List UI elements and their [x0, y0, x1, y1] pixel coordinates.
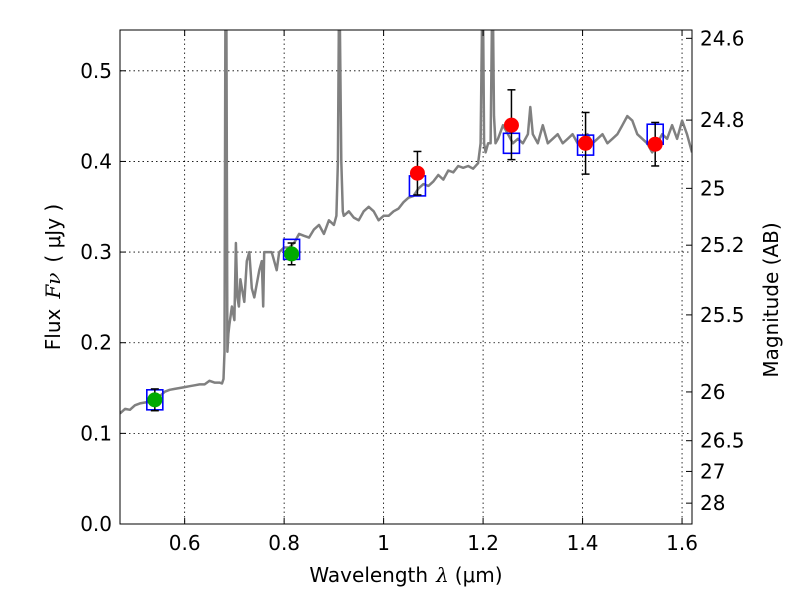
- observation-point: [647, 136, 663, 152]
- y-axis-label: Flux Fν ( μJy ): [41, 204, 65, 350]
- y-tick-label: 0.2: [80, 331, 112, 355]
- axis-ticks: 0.6 0.8 1 1.2 1.4 1.6 0.0 0.1 0.2 0.3 0.4 0.5 24.6 24…: [80, 26, 744, 555]
- observation-point: [284, 246, 300, 262]
- x-tick-label: 0.6: [169, 531, 201, 555]
- y-tick-label: 0.4: [80, 149, 112, 173]
- y-tick-label: 0.5: [80, 59, 112, 83]
- observation-point: [503, 117, 519, 133]
- model-spectrum-line: [120, 30, 692, 415]
- magnitude-tick-label: 26.5: [700, 429, 745, 453]
- observation-point: [147, 392, 163, 408]
- magnitude-tick-label: 25.2: [700, 233, 745, 257]
- x-tick-label: 1.2: [467, 531, 499, 555]
- plot-area: [120, 30, 692, 415]
- magnitude-tick-label: 24.8: [700, 108, 745, 132]
- y-axis-label-unit: ( μJy ): [41, 204, 65, 263]
- x-tick-label: 1: [377, 531, 390, 555]
- magnitude-tick-label: 25: [700, 176, 725, 200]
- observation-point: [409, 165, 425, 181]
- y-tick-label: 0.0: [80, 512, 112, 536]
- observation-point: [578, 135, 594, 151]
- x-axis-label: Wavelength λ (μm): [309, 563, 502, 587]
- magnitude-axis-label: Magnitude (AB): [759, 222, 783, 377]
- x-axis-label-unit: (μm): [455, 563, 503, 587]
- y-axis-label-symbol: Fν: [41, 273, 65, 300]
- grid-lines: [120, 30, 692, 525]
- x-axis-label-prefix: Wavelength: [309, 563, 428, 587]
- x-axis-label-symbol: λ: [435, 563, 449, 587]
- x-tick-label: 0.8: [268, 531, 300, 555]
- observation-point-group: [147, 117, 663, 408]
- y-tick-label: 0.3: [80, 240, 112, 264]
- plot-frame: [119, 29, 693, 525]
- x-tick-label: 1.6: [666, 531, 698, 555]
- y-tick-label: 0.1: [80, 421, 112, 445]
- magnitude-tick-label: 28: [700, 491, 725, 515]
- magnitude-tick-label: 26: [700, 380, 725, 404]
- magnitude-tick-label: 25.5: [700, 303, 745, 327]
- y-axis-label-prefix: Flux: [41, 308, 65, 350]
- x-tick-label: 1.4: [567, 531, 599, 555]
- magnitude-tick-label: 27: [700, 459, 725, 483]
- magnitude-tick-label: 24.6: [700, 26, 745, 50]
